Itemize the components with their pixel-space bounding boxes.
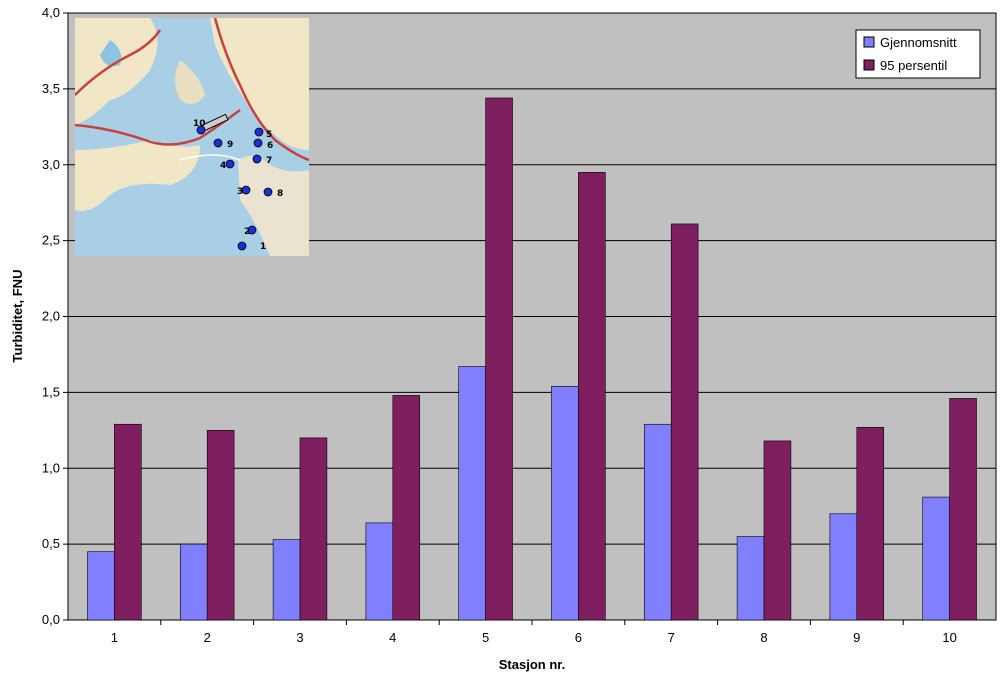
station-label: 2 xyxy=(244,227,250,237)
station-label: 6 xyxy=(267,141,273,151)
y-axis-ticks: 0,0 0,5 1,0 1,5 2,0 2,5 3,0 3,5 4,0 xyxy=(42,5,68,627)
station-marker xyxy=(196,125,206,135)
station-label: 7 xyxy=(266,156,272,166)
y-tick-label: 1,0 xyxy=(42,460,60,475)
bar-gjennomsnitt-9 xyxy=(829,513,858,621)
bar-persentil95-5 xyxy=(485,97,513,621)
station-marker xyxy=(263,187,273,197)
x-tick-label: 4 xyxy=(389,630,396,645)
station-label: 8 xyxy=(277,189,283,199)
station-marker xyxy=(213,138,223,148)
x-tick-label: 6 xyxy=(575,630,582,645)
y-tick-label: 2,0 xyxy=(42,309,60,324)
bar-gjennomsnitt-1 xyxy=(87,551,115,621)
station-label: 5 xyxy=(266,130,272,140)
x-tick-label: 8 xyxy=(760,630,767,645)
bar-persentil95-7 xyxy=(670,223,699,621)
station-marker xyxy=(253,138,263,148)
bar-persentil95-2 xyxy=(206,430,235,621)
station-marker xyxy=(241,185,251,195)
y-tick-label: 3,0 xyxy=(42,157,60,172)
bar-gjennomsnitt-3 xyxy=(272,539,301,621)
bar-gjennomsnitt-10 xyxy=(922,496,950,621)
x-tick-label: 1 xyxy=(111,630,118,645)
bar-persentil95-8 xyxy=(763,440,792,621)
y-tick-label: 2,5 xyxy=(42,233,60,248)
station-label: 10 xyxy=(193,119,206,129)
x-tick-label: 9 xyxy=(853,630,860,645)
station-marker xyxy=(225,159,235,169)
station-label: 4 xyxy=(220,161,226,171)
y-tick-label: 4,0 xyxy=(42,5,60,20)
bar-persentil95-10 xyxy=(949,398,977,621)
bars xyxy=(87,97,977,621)
x-tick-label: 10 xyxy=(942,630,956,645)
station-marker xyxy=(247,225,257,235)
y-tick-label: 0,5 xyxy=(42,536,60,551)
legend: Gjennomsnitt 95 persentil xyxy=(855,29,981,79)
station-marker xyxy=(254,127,264,137)
bar-persentil95-1 xyxy=(114,423,142,621)
x-tick-label: 2 xyxy=(204,630,211,645)
legend-swatch-2 xyxy=(863,59,875,71)
bar-persentil95-6 xyxy=(578,172,606,621)
y-tick-label: 3,5 xyxy=(42,81,60,96)
bar-gjennomsnitt-6 xyxy=(551,386,579,621)
station-label: 3 xyxy=(237,187,243,197)
x-axis-ticks: 1 2 3 4 5 6 7 8 9 10 xyxy=(111,620,957,645)
station-marker xyxy=(252,154,262,164)
bar-gjennomsnitt-8 xyxy=(736,536,765,621)
x-tick-label: 5 xyxy=(482,630,489,645)
bar-persentil95-4 xyxy=(392,395,421,621)
bar-gjennomsnitt-4 xyxy=(365,522,394,621)
bar-gjennomsnitt-7 xyxy=(643,423,672,621)
station-marker xyxy=(237,241,247,251)
legend-label-2: 95 persentil xyxy=(880,58,947,73)
bar-gjennomsnitt-2 xyxy=(179,543,208,621)
legend-box xyxy=(855,29,981,79)
x-tick-label: 3 xyxy=(296,630,303,645)
y-tick-label: 0,0 xyxy=(42,612,60,627)
x-tick-label: 7 xyxy=(668,630,675,645)
bar-persentil95-9 xyxy=(856,426,885,621)
y-tick-label: 1,5 xyxy=(42,384,60,399)
bar-persentil95-3 xyxy=(299,437,328,621)
bar-gjennomsnitt-5 xyxy=(458,366,486,621)
x-axis-title: Stasjon nr. xyxy=(499,657,565,672)
y-axis-title: Turbiditet, FNU xyxy=(10,270,25,363)
station-label: 1 xyxy=(260,242,266,252)
station-label: 9 xyxy=(227,140,233,150)
legend-label-1: Gjennomsnitt xyxy=(880,35,957,50)
legend-swatch-1 xyxy=(863,36,875,48)
